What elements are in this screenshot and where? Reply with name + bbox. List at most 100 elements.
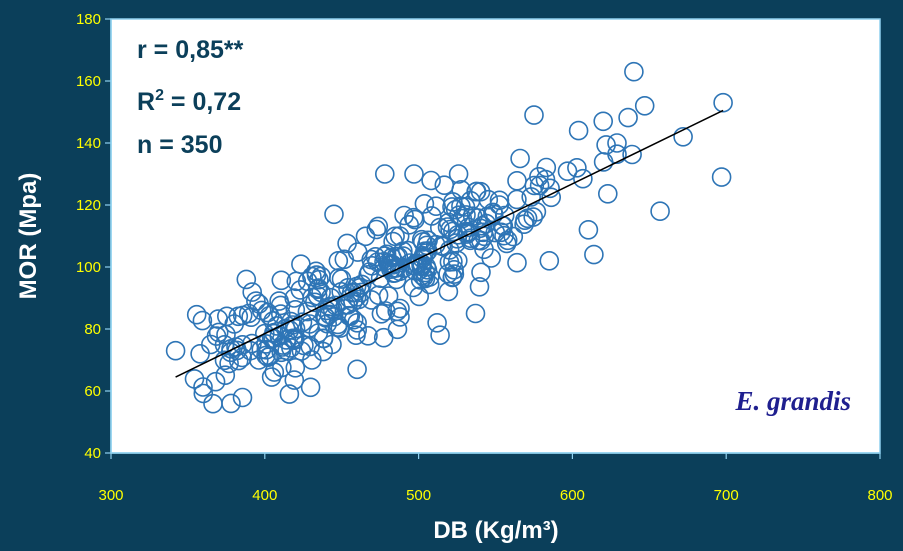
data-point bbox=[494, 225, 514, 246]
data-point bbox=[334, 249, 355, 270]
data-point bbox=[324, 204, 344, 225]
data-point bbox=[311, 282, 331, 303]
data-point bbox=[451, 196, 471, 216]
data-point bbox=[390, 298, 410, 319]
data-point bbox=[316, 307, 336, 328]
x-tick-label: 700 bbox=[714, 487, 739, 504]
data-point bbox=[711, 167, 732, 187]
data-point bbox=[208, 322, 229, 343]
data-point bbox=[374, 164, 395, 184]
data-point bbox=[208, 309, 228, 329]
data-point bbox=[214, 350, 235, 371]
y-axis: 40 60 80 100 120 140 160 180 bbox=[76, 11, 112, 462]
data-point bbox=[471, 262, 491, 283]
data-point bbox=[529, 175, 550, 196]
data-point bbox=[371, 303, 392, 324]
data-point bbox=[184, 369, 205, 389]
data-point bbox=[290, 280, 311, 300]
data-point bbox=[271, 270, 292, 291]
data-point bbox=[597, 184, 618, 204]
data-point bbox=[337, 233, 357, 254]
data-point bbox=[190, 343, 210, 364]
data-point bbox=[355, 226, 376, 247]
data-point bbox=[440, 219, 460, 240]
data-point bbox=[236, 269, 257, 290]
data-point bbox=[607, 133, 627, 153]
data-point bbox=[524, 105, 544, 125]
data-point bbox=[539, 250, 560, 271]
trend-line bbox=[175, 109, 724, 378]
stat-r: r = 0,85** bbox=[137, 36, 244, 64]
data-point bbox=[193, 383, 214, 404]
data-point bbox=[309, 269, 329, 290]
data-point bbox=[421, 206, 442, 226]
species-label: E. grandis bbox=[734, 386, 851, 416]
data-point bbox=[373, 327, 394, 348]
data-point bbox=[284, 370, 305, 390]
data-point bbox=[460, 230, 481, 251]
data-point bbox=[351, 274, 372, 295]
data-point bbox=[449, 205, 469, 225]
data-point bbox=[476, 213, 497, 234]
data-point bbox=[242, 282, 262, 302]
data-point bbox=[489, 190, 510, 211]
data-point bbox=[523, 207, 544, 227]
x-axis: 300 400 500 600 700 800 bbox=[98, 452, 893, 504]
data-point bbox=[256, 339, 277, 360]
data-point bbox=[465, 303, 486, 324]
data-point bbox=[394, 205, 414, 226]
data-point bbox=[279, 384, 300, 404]
data-point bbox=[713, 92, 733, 113]
data-point bbox=[228, 350, 249, 371]
data-point bbox=[257, 302, 278, 323]
y-tick-label: 40 bbox=[84, 445, 101, 462]
data-point bbox=[540, 178, 560, 199]
data-point bbox=[489, 195, 510, 215]
data-point bbox=[437, 217, 458, 237]
y-tick-label: 120 bbox=[76, 197, 101, 214]
data-point bbox=[618, 107, 638, 128]
data-point bbox=[405, 260, 425, 281]
stat-r2-superscript: 2 bbox=[155, 87, 164, 104]
data-point bbox=[447, 250, 468, 271]
data-point bbox=[409, 286, 430, 307]
data-point bbox=[216, 324, 236, 345]
data-point bbox=[378, 286, 399, 306]
y-tick-label: 140 bbox=[76, 135, 101, 152]
data-point bbox=[466, 181, 487, 202]
data-point bbox=[584, 244, 604, 265]
data-point bbox=[421, 170, 441, 191]
data-point bbox=[374, 246, 395, 266]
data-point bbox=[503, 226, 524, 247]
data-point bbox=[438, 281, 459, 302]
data-point bbox=[271, 342, 292, 363]
data-point bbox=[414, 194, 435, 214]
x-tick-label: 300 bbox=[98, 487, 123, 504]
data-point bbox=[291, 341, 312, 361]
data-point bbox=[593, 111, 614, 132]
stat-r2-value: = 0,72 bbox=[164, 88, 241, 116]
data-point bbox=[452, 208, 473, 229]
data-point bbox=[319, 304, 340, 325]
data-point bbox=[347, 312, 367, 333]
stat-r2: R2 = 0,72 bbox=[137, 87, 241, 116]
data-point bbox=[367, 252, 388, 272]
data-point bbox=[358, 325, 378, 346]
data-point bbox=[593, 152, 614, 172]
data-point bbox=[404, 164, 424, 184]
data-point bbox=[270, 304, 291, 324]
stat-n: n = 350 bbox=[137, 131, 222, 159]
data-point bbox=[291, 254, 311, 275]
data-point bbox=[444, 264, 465, 284]
y-tick-label: 100 bbox=[76, 259, 101, 276]
data-point bbox=[246, 291, 266, 311]
data-point bbox=[573, 168, 593, 189]
x-tick-label: 500 bbox=[406, 487, 431, 504]
y-tick-label: 80 bbox=[84, 321, 101, 338]
data-point bbox=[481, 248, 502, 268]
x-axis-title: DB (Kg/m³) bbox=[433, 517, 558, 544]
data-point bbox=[434, 175, 455, 195]
data-point bbox=[219, 353, 239, 374]
y-tick-label: 180 bbox=[76, 11, 101, 28]
